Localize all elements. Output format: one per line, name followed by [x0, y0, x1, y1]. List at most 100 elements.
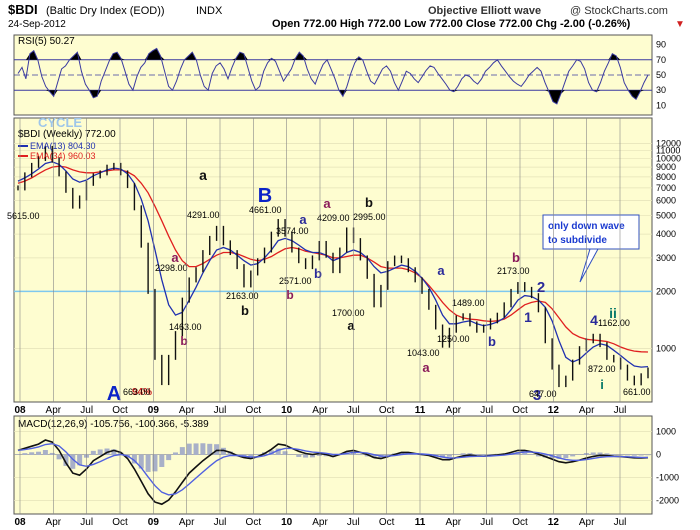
x-axis-tick: 12 — [548, 517, 560, 528]
macd-histogram-bar — [42, 449, 48, 455]
down-arrow-icon: ▼ — [675, 19, 685, 30]
x-axis-tick: Apr — [46, 517, 62, 528]
macd-histogram-bar — [138, 454, 144, 469]
wave-label: b — [286, 288, 293, 302]
x-axis-tick: 08 — [14, 517, 26, 528]
x-axis-tick: 10 — [281, 517, 293, 528]
wave-label: a — [422, 360, 430, 375]
wave-label: 3 — [533, 387, 541, 404]
x-axis-tick: Jul — [614, 405, 627, 416]
macd-axis-tick: 1000 — [656, 427, 676, 437]
price-value-label: 1162.00 — [598, 318, 630, 328]
macd-histogram-bar — [15, 454, 21, 455]
cycle-label: CYCLE — [38, 115, 82, 130]
annotation-pointer — [579, 248, 599, 283]
macd-histogram-bar — [63, 454, 69, 466]
wave-label: B — [258, 185, 272, 207]
price-axis-tick: 6000 — [656, 196, 676, 206]
wave-label: b — [365, 195, 373, 210]
macd-histogram-bar — [638, 454, 644, 456]
chart-symbol-desc: (Baltic Dry Index (EOD)) — [46, 5, 165, 17]
wave-label: a — [347, 318, 355, 333]
macd-histogram-bar — [590, 452, 596, 455]
macd-axis-tick: -1000 — [656, 473, 679, 483]
macd-histogram-bar — [166, 454, 172, 461]
price-panel: 1200011000100009000800070006000500040003… — [7, 115, 681, 405]
macd-histogram-bar — [316, 454, 322, 456]
price-value-label: 663.00 — [123, 387, 151, 397]
macd-histogram-bar — [522, 452, 528, 455]
macd-histogram-bar — [303, 454, 309, 458]
macd-histogram-bar — [289, 454, 295, 455]
price-value-label: 2995.00 — [353, 212, 386, 222]
x-axis-tick: Jul — [347, 517, 360, 528]
price-value-label: 4661.00 — [249, 205, 282, 215]
macd-histogram-bar — [214, 444, 220, 455]
rsi-axis-tick: 70 — [656, 55, 666, 65]
rsi-axis-tick: 90 — [656, 40, 666, 50]
macd-histogram-bar — [529, 454, 535, 455]
wave-label: i — [600, 377, 604, 392]
macd-histogram-bar — [371, 454, 377, 458]
wave-label: b — [314, 266, 322, 281]
macd-histogram-bar — [488, 454, 493, 455]
x-axis-tick: 09 — [148, 405, 160, 416]
macd-histogram-bar — [159, 454, 165, 467]
rsi-panel: RSI(5) 50.27 90 70 50 30 10 — [13, 34, 666, 116]
x-axis-tick: Apr — [179, 517, 195, 528]
price-value-label: 1463.00 — [169, 322, 202, 332]
macd-histogram-bar — [577, 454, 583, 455]
x-axis-tick: Oct — [512, 517, 528, 528]
rsi-axis-tick: 10 — [656, 100, 666, 110]
wave-label: a — [323, 196, 331, 211]
macd-signal-line — [17, 442, 649, 496]
x-axis-tick: 11 — [415, 517, 426, 528]
wave-source: Objective Elliott wave — [428, 5, 541, 17]
macd-histogram-bar — [618, 454, 624, 456]
x-axis-tick: Jul — [480, 405, 493, 416]
chart-date: 24-Sep-2012 — [8, 19, 66, 30]
x-axis-tick: Jul — [80, 405, 93, 416]
macd-histogram-bar — [597, 452, 603, 455]
macd-histogram-bar — [118, 452, 124, 455]
x-axis-tick: Jul — [614, 517, 627, 528]
x-axis-tick: Jul — [214, 405, 227, 416]
wave-label: b — [512, 250, 520, 265]
macd-histogram-bar — [309, 454, 315, 458]
macd-histogram-bar — [604, 453, 610, 455]
price-value-label: 1489.00 — [452, 298, 485, 308]
price-value-label: 4209.00 — [317, 213, 350, 223]
price-value-label: 2298.00 — [155, 263, 188, 273]
macd-histogram-bar — [611, 454, 617, 455]
macd-histogram-bar — [323, 454, 329, 457]
macd-histogram-bar — [152, 454, 158, 472]
x-axis-tick: Apr — [446, 517, 462, 528]
x-axis-bottom: 08 Apr Jul Oct 09 Apr Jul Oct 10 Apr Jul Oct 11 Apr Ju… — [14, 416, 626, 528]
price-value-label: 4291.00 — [187, 210, 220, 220]
x-axis-tick: Jul — [214, 517, 227, 528]
price-value-label: 2163.00 — [226, 291, 259, 301]
macd-histogram-bar — [268, 450, 274, 455]
price-value-label: 2571.00 — [279, 276, 312, 286]
price-axis-tick: 2000 — [656, 286, 676, 296]
macd-histogram-bar — [515, 452, 521, 455]
macd-panel: MACD(12,26,9) -105.756, -100.366, -5.389… — [13, 415, 679, 515]
x-axis-tick: Oct — [246, 517, 262, 528]
copyright: @ StockCharts.com — [570, 5, 668, 17]
macd-histogram-bar — [467, 453, 473, 455]
wave-label: a — [437, 263, 445, 278]
macd-histogram-bar — [570, 454, 576, 457]
macd-histogram-bar — [70, 454, 76, 469]
rsi-axis-tick: 50 — [656, 70, 666, 80]
macd-histogram-bar — [111, 449, 117, 455]
x-axis: 08 Apr Jul Oct 09 Apr Jul Oct 10 Apr Jul Oct 11 Apr Ju… — [14, 118, 626, 416]
macd-histogram-bar — [364, 454, 370, 457]
macd-label: MACD(12,26,9) -105.756, -100.366, -5.389 — [18, 419, 209, 430]
macd-histogram-bar — [131, 454, 137, 464]
wave-label: 1 — [524, 309, 532, 325]
pct-label: 94% — [132, 387, 152, 398]
x-axis-tick: Oct — [246, 405, 262, 416]
x-axis-tick: 11 — [415, 405, 426, 416]
macd-histogram-bar — [645, 454, 651, 456]
x-axis-tick: Apr — [579, 517, 595, 528]
